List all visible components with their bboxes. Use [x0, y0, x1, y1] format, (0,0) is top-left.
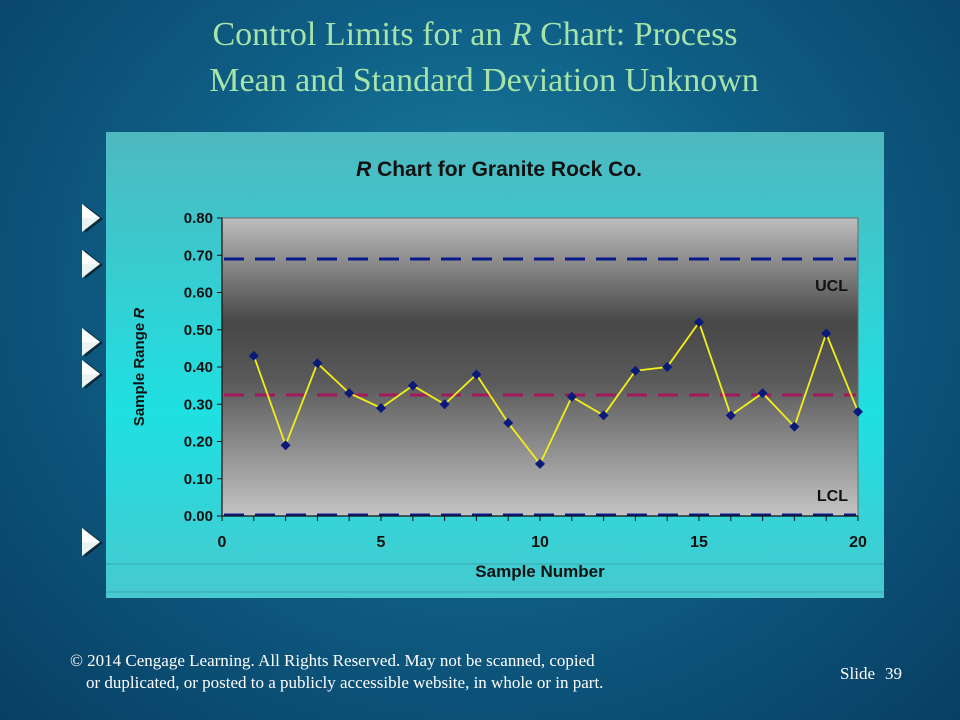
y-tick-label: 0.00: [184, 508, 213, 525]
data-point: [344, 388, 355, 399]
arrow-bullet-highlight: [82, 328, 100, 342]
data-point: [566, 391, 577, 402]
chart-title-text: Chart for Granite Rock Co.: [371, 158, 642, 181]
chart-panel: R Chart for Granite Rock Co. UCL LCL 0.00…: [106, 132, 884, 598]
data-point: [503, 417, 514, 428]
data-point: [662, 362, 673, 372]
title-text-part: Chart: Process: [531, 16, 738, 53]
y-tick-label: 0.80: [184, 210, 213, 227]
data-point: [789, 421, 800, 432]
arrow-bullet-highlight: [82, 204, 100, 218]
title-text-part: Control Limits for an: [212, 16, 511, 53]
y-tick-label: 0.70: [184, 247, 213, 264]
copyright-notice: © 2014 Cengage Learning. All Rights Rese…: [70, 650, 790, 694]
x-axis-label: Sample Number: [475, 562, 605, 581]
y-axis-label: Sample Range R: [131, 308, 148, 427]
slide-label: Slide: [840, 664, 875, 683]
data-point: [280, 440, 291, 451]
arrow-bullet-icon: [82, 204, 103, 233]
x-tick-label: 15: [690, 534, 708, 551]
arrow-bullet-icon: [82, 328, 103, 357]
data-point: [376, 402, 386, 413]
data-point: [853, 406, 863, 417]
title-italic-r: R: [510, 16, 532, 53]
x-tick-label: 0: [218, 534, 227, 551]
copyright-line1: © 2014 Cengage Learning. All Rights Rese…: [70, 651, 595, 670]
y-axis-label-italic: R: [131, 308, 148, 319]
data-point: [535, 458, 545, 469]
data-point: [439, 399, 450, 410]
arrow-bullet-icon: [82, 528, 103, 557]
slide-number-value: 39: [885, 664, 902, 683]
arrow-bullet-icon: [82, 360, 103, 389]
y-tick-label: 0.20: [184, 434, 213, 451]
data-point: [598, 410, 609, 421]
data-point: [821, 328, 832, 339]
arrow-bullet-highlight: [82, 250, 100, 264]
y-tick-label: 0.10: [184, 471, 213, 488]
x-tick-label: 10: [531, 534, 549, 551]
x-tick-label: 5: [377, 534, 386, 551]
data-point: [407, 380, 418, 391]
series-group: [248, 317, 863, 469]
y-tick-label: 0.60: [184, 285, 213, 302]
chart-title: R Chart for Granite Rock Co.: [356, 158, 642, 181]
slide-number: Slide 39: [840, 664, 902, 684]
reference-lines: UCL LCL: [224, 257, 856, 517]
data-point: [725, 410, 736, 421]
r-chart: R Chart for Granite Rock Co. UCL LCL 0.00…: [106, 158, 884, 593]
ref-line-label: UCL: [815, 278, 848, 295]
arrow-bullet-icon: [82, 250, 103, 279]
ref-line-label: LCL: [817, 488, 848, 505]
copyright-line2: or duplicated, or posted to a publicly a…: [86, 673, 604, 692]
data-point: [312, 358, 323, 369]
arrow-bullet-highlight: [82, 360, 100, 374]
arrow-bullet-highlight: [82, 528, 100, 542]
slide-title-line2: Mean and Standard Deviation Unknown: [209, 62, 759, 99]
data-point: [757, 388, 768, 399]
slide-title-line1: Control Limits for an R Chart: Process: [0, 12, 960, 58]
slide-title: Control Limits for an R Chart: Process M…: [0, 12, 960, 104]
y-axis-label-text: Sample Range: [131, 319, 148, 427]
y-tick-label: 0.50: [184, 322, 213, 339]
data-point: [630, 365, 641, 376]
data-point: [694, 317, 704, 328]
series-line: [252, 320, 859, 466]
data-point: [248, 350, 259, 361]
axes-group: 0.00 0.10 0.20 0.30 0.40 0.50 0.60 0.70 0.80 0 5 10…: [184, 210, 867, 551]
data-point: [471, 369, 482, 380]
y-tick-label: 0.30: [184, 396, 213, 413]
chart-title-italic: R: [356, 158, 372, 181]
x-tick-label: 20: [849, 534, 867, 551]
y-tick-label: 0.40: [184, 359, 213, 376]
